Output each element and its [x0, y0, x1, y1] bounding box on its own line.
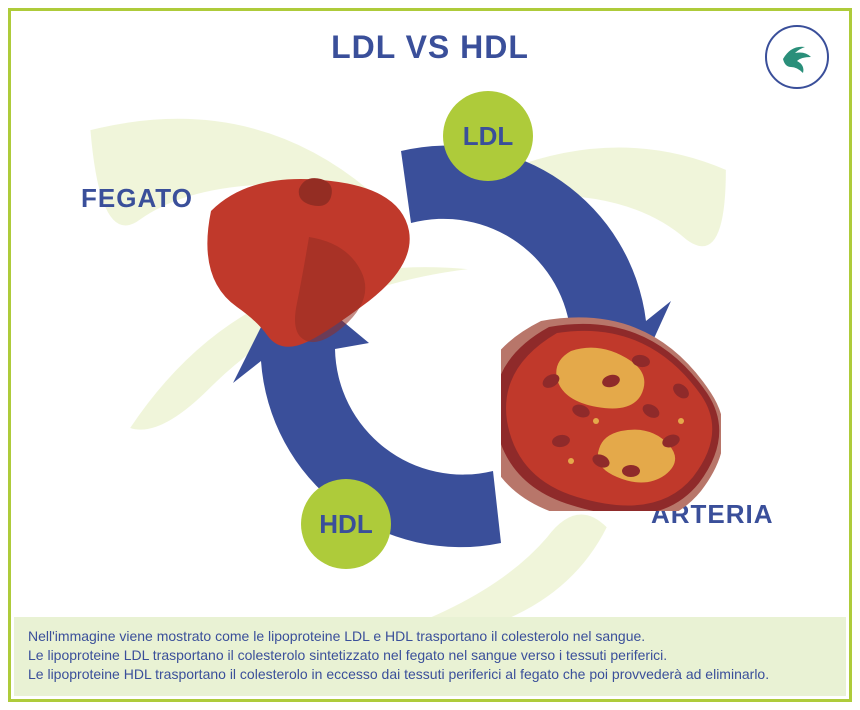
ldl-badge-label: LDL [463, 121, 514, 152]
brand-logo [765, 25, 829, 89]
caption-box: Nell'immagine viene mostrato come le lip… [14, 617, 846, 696]
hdl-badge-label: HDL [319, 509, 372, 540]
liver-illustration [191, 171, 421, 351]
ldl-badge: LDL [443, 91, 533, 181]
hdl-badge: HDL [301, 479, 391, 569]
hummingbird-icon [777, 37, 817, 77]
caption-line-2: Le lipoproteine LDL trasportano il coles… [28, 646, 832, 665]
diagram-title: LDL VS HDL [11, 29, 849, 66]
infographic-frame: LDL VS HDL FEGATO ARTERIA [8, 8, 852, 702]
caption-line-3: Le lipoproteine HDL trasportano il coles… [28, 665, 832, 684]
artery-illustration [501, 311, 721, 511]
label-fegato: FEGATO [81, 183, 193, 214]
caption-line-1: Nell'immagine viene mostrato come le lip… [28, 627, 832, 646]
